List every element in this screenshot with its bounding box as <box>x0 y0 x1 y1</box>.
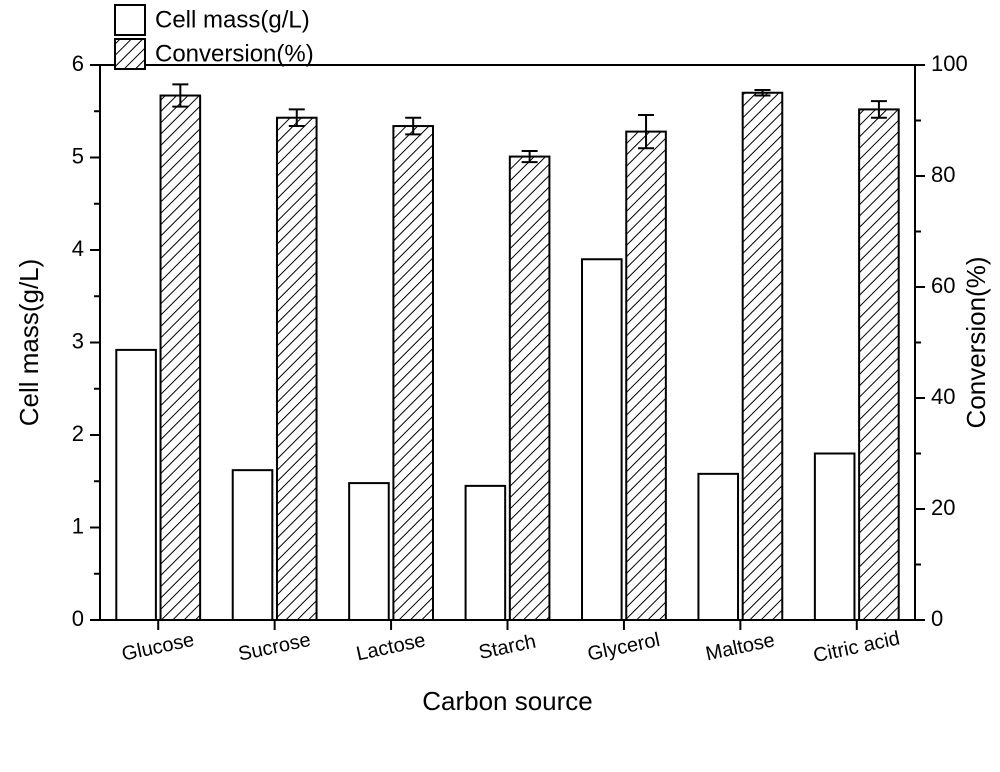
bar-conversion <box>277 118 317 620</box>
bar-cellmass <box>466 486 506 620</box>
svg-text:5: 5 <box>72 143 84 168</box>
xtick-label: Maltose <box>704 629 777 665</box>
bar-cellmass <box>582 259 622 620</box>
bar-cellmass <box>698 474 738 620</box>
bar-conversion <box>161 96 201 620</box>
legend-swatch-conversion <box>115 39 145 69</box>
bar-cellmass <box>349 483 389 620</box>
xtick-label: Lactose <box>354 629 427 665</box>
x-axis-label: Carbon source <box>422 686 593 716</box>
svg-text:4: 4 <box>72 236 84 261</box>
bar-conversion <box>859 109 899 620</box>
legend-swatch-cellmass <box>115 5 145 35</box>
svg-text:0: 0 <box>931 606 943 631</box>
xtick-label: Glycerol <box>586 629 662 666</box>
bar-conversion <box>510 157 550 620</box>
svg-text:60: 60 <box>931 273 955 298</box>
bar-conversion <box>393 126 433 620</box>
legend-label-cellmass: Cell mass(g/L) <box>155 7 310 34</box>
y-axis-right-label: Conversion(%) <box>961 257 991 429</box>
xtick-label: Citric acid <box>811 627 901 667</box>
svg-text:2: 2 <box>72 421 84 446</box>
bar-cellmass <box>233 470 273 620</box>
svg-text:40: 40 <box>931 384 955 409</box>
bar-cellmass <box>116 350 156 620</box>
svg-text:100: 100 <box>931 51 968 76</box>
bars <box>116 93 898 620</box>
svg-text:1: 1 <box>72 513 84 538</box>
bar-conversion <box>743 93 783 620</box>
svg-text:0: 0 <box>72 606 84 631</box>
xtick-label: Sucrose <box>236 629 312 666</box>
xtick-label: Glucose <box>120 629 196 666</box>
chart-svg: 0123456020406080100GlucoseSucroseLactose… <box>0 0 1000 772</box>
legend: Cell mass(g/L) Conversion(%) <box>115 5 314 69</box>
bar-cellmass <box>815 454 855 621</box>
svg-text:6: 6 <box>72 51 84 76</box>
xtick-label: Starch <box>477 631 538 665</box>
y-axis-left-label: Cell mass(g/L) <box>14 259 44 427</box>
svg-text:20: 20 <box>931 495 955 520</box>
svg-text:80: 80 <box>931 162 955 187</box>
bar-conversion <box>626 132 666 620</box>
chart-root: 0123456020406080100GlucoseSucroseLactose… <box>0 0 1000 772</box>
legend-label-conversion: Conversion(%) <box>155 41 314 68</box>
svg-text:3: 3 <box>72 328 84 353</box>
